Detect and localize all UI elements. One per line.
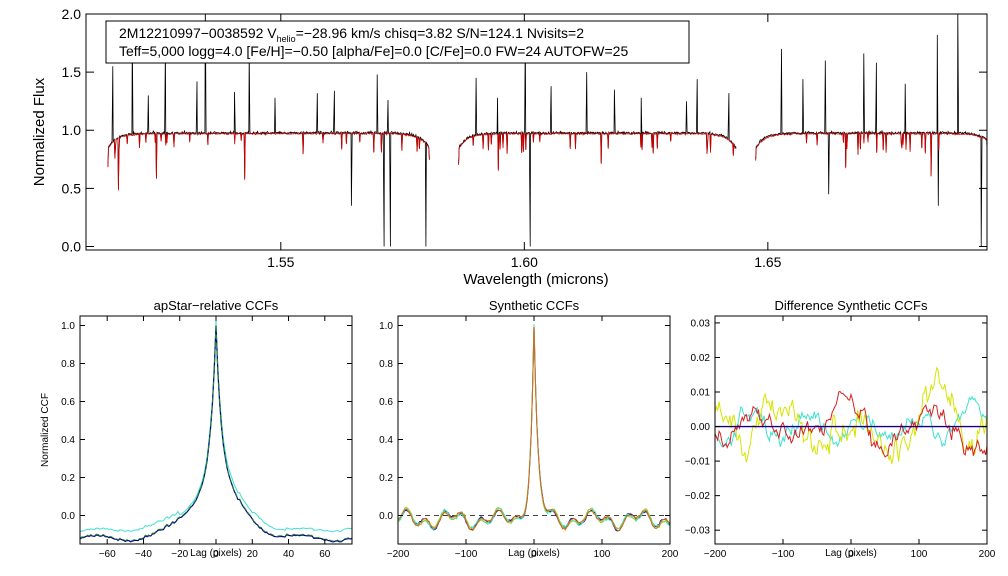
apstar-ccf-panel: apStar−relative CCFs −60 −40 −20 0 20 40 60 0.0… xyxy=(40,298,353,560)
x-tick-label: −100 xyxy=(455,549,478,560)
synthetic-ccf-title: Synthetic CCFs xyxy=(489,298,580,313)
x-tick-label: 1.65 xyxy=(754,254,781,270)
y-tick-label: 0.0 xyxy=(62,238,82,254)
y-tick-label: 1.0 xyxy=(379,321,393,332)
y-tick-label: 0.6 xyxy=(379,397,393,408)
x-tick-label: 20 xyxy=(247,549,259,560)
spectrum-axis-ticks: 1.55 1.60 1.65 0.0 0.5 1.0 1.5 2.0 xyxy=(62,6,987,270)
x-tick-label: −20 xyxy=(171,549,188,560)
y-tick-label: 0.0 xyxy=(379,511,393,522)
x-tick-label: 60 xyxy=(319,549,331,560)
synthetic-ccf-visit-3-line xyxy=(397,325,671,531)
apstar-ccf-visit1-line xyxy=(79,325,353,543)
x-tick-label: 1.60 xyxy=(511,254,538,270)
x-tick-label: −60 xyxy=(99,549,116,560)
apstar-ccf-frame xyxy=(79,315,353,545)
synthetic-ccf-frame xyxy=(397,315,671,545)
synthetic-ccf-xlabel: Lag (pixels) xyxy=(508,548,560,559)
synthetic-ccf-data xyxy=(397,323,671,532)
y-tick-label: 0.8 xyxy=(61,359,75,370)
x-tick-label: 200 xyxy=(662,549,679,560)
spectrum-observed-line xyxy=(755,14,987,247)
y-tick-label: −0.03 xyxy=(685,526,711,537)
apstar-ccf-combined-line xyxy=(79,324,353,542)
y-tick-label: 0.6 xyxy=(61,397,75,408)
spectrum-observed-line xyxy=(458,31,737,247)
apstar-ccf-ticks: −60 −40 −20 0 20 40 60 0.0 0.2 0.4 0.6 0.8 1.0 xyxy=(61,316,352,560)
apstar-ccf-ylabel: Normalized CCF xyxy=(40,393,51,467)
spectrum-annotation-box xyxy=(105,20,690,64)
x-tick-label: −200 xyxy=(704,549,727,560)
x-tick-label: 0 xyxy=(213,549,219,560)
x-tick-label: 0 xyxy=(531,549,537,560)
x-tick-label: 40 xyxy=(283,549,295,560)
y-tick-label: 0.03 xyxy=(691,318,711,329)
x-tick-label: −200 xyxy=(387,549,410,560)
x-tick-label: 200 xyxy=(979,549,996,560)
y-tick-label: −0.02 xyxy=(685,491,711,502)
spectrum-model-line xyxy=(755,131,987,177)
difference-ccf-yellow-green-line xyxy=(715,366,987,465)
apstar-ccf-title: apStar−relative CCFs xyxy=(154,298,279,313)
difference-ccf-title: Difference Synthetic CCFs xyxy=(775,298,928,313)
y-tick-label: 1.0 xyxy=(62,122,82,138)
y-tick-label: 2.0 xyxy=(62,6,82,22)
difference-ccf-xlabel: Lag (pixels) xyxy=(825,548,877,559)
spectrum-panel: 1.55 1.60 1.65 0.0 0.5 1.0 1.5 2.0 Normalized F… xyxy=(31,6,988,288)
y-tick-label: 0.2 xyxy=(61,473,75,484)
x-tick-label: 100 xyxy=(594,549,611,560)
x-tick-label: −40 xyxy=(135,549,152,560)
y-tick-label: 1.5 xyxy=(62,64,82,80)
synthetic-ccf-visit-1-line xyxy=(397,325,671,532)
difference-ccf-panel: Difference Synthetic CCFs −200 −100 0 100 20… xyxy=(685,298,996,560)
apstar-ccf-visit2-line xyxy=(79,320,353,533)
y-tick-label: −0.01 xyxy=(685,457,711,468)
y-tick-label: 0.4 xyxy=(61,435,75,446)
difference-ccf-red-line xyxy=(715,391,987,458)
y-tick-label: 0.8 xyxy=(379,359,393,370)
x-tick-label: 0 xyxy=(848,549,854,560)
synthetic-ccf-ticks: −200 −100 0 100 200 0.0 0.2 0.4 0.6 0.8 1.0 xyxy=(379,316,679,560)
y-tick-label: 0.01 xyxy=(691,388,711,399)
y-tick-label: 1.0 xyxy=(61,321,75,332)
spectrum-model-line xyxy=(458,131,737,171)
spectrum-annotation-line1: 2M12210997−0038592 Vhelio=−28.96 km/s ch… xyxy=(119,25,584,44)
y-tick-label: 0.5 xyxy=(62,180,82,196)
y-tick-label: 0.2 xyxy=(379,473,393,484)
spectrum-xlabel: Wavelength (microns) xyxy=(463,271,608,288)
spectrum-ylabel: Normalized Flux xyxy=(31,77,48,186)
synthetic-ccf-visit-4-line xyxy=(397,326,671,532)
difference-ccf-data xyxy=(715,366,987,465)
y-tick-label: 0.02 xyxy=(691,353,711,364)
y-tick-label: 0.0 xyxy=(61,511,75,522)
apstar-ccf-xlabel: Lag (pixels) xyxy=(190,548,242,559)
y-tick-label: 0.4 xyxy=(379,435,393,446)
spectrum-plot-frame xyxy=(85,13,988,251)
apstar-ccf-data xyxy=(79,320,353,543)
y-tick-label: 0.00 xyxy=(691,422,711,433)
spectrum-data xyxy=(107,14,987,247)
difference-ccf-turquoise-line xyxy=(715,395,987,448)
synthetic-ccf-panel: Synthetic CCFs −200 −100 0 100 200 0.0 0.2 0.4 0… xyxy=(379,298,679,560)
difference-ccf-ticks: −200 −100 0 100 200 −0.03 −0.02 −0.01 0.00 0.01 0.… xyxy=(685,316,996,560)
x-tick-label: 1.55 xyxy=(267,254,294,270)
synthetic-ccf-visit-2-line xyxy=(397,323,671,530)
x-tick-label: −100 xyxy=(772,549,795,560)
spectrum-model-line xyxy=(107,131,430,191)
x-tick-label: 100 xyxy=(911,549,928,560)
spectrum-annotation-line2: Teff=5,000 logg=4.0 [Fe/H]=−0.50 [alpha/… xyxy=(119,43,628,59)
